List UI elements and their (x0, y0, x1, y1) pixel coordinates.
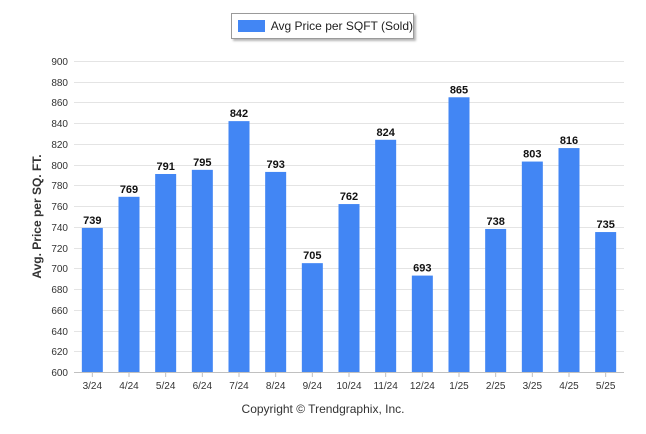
bar (265, 171, 287, 372)
data-label: 842 (230, 108, 248, 120)
data-label: 824 (376, 127, 395, 139)
data-label: 791 (156, 161, 174, 173)
y-tick-label: 680 (51, 285, 68, 296)
y-tick-label: 620 (51, 347, 68, 358)
y-tick-label: 800 (51, 161, 68, 172)
x-tick-label: 4/24 (119, 381, 139, 392)
data-label: 735 (596, 219, 614, 231)
y-tick-label: 740 (51, 223, 68, 234)
x-tick-label: 1/25 (449, 381, 469, 392)
bar (81, 227, 103, 372)
y-tick-label: 780 (51, 181, 68, 192)
y-tick-label: 720 (51, 244, 68, 255)
x-tick-label: 5/25 (596, 381, 616, 392)
y-axis-title: Avg. Price per SQ. FT. (30, 154, 44, 278)
x-tick-label: 2/25 (486, 381, 506, 392)
bar (485, 228, 507, 372)
bar (228, 121, 250, 372)
x-tick-label: 7/24 (229, 381, 249, 392)
bar (118, 196, 140, 372)
bar (558, 148, 580, 372)
bar (338, 204, 360, 372)
copyright-text: Copyright © Trendgraphix, Inc. (241, 402, 405, 416)
data-label: 816 (560, 135, 578, 147)
y-tick-label: 600 (51, 368, 68, 379)
data-label: 705 (303, 250, 321, 262)
y-tick-label: 840 (51, 119, 68, 130)
bar (301, 263, 323, 372)
bar (375, 139, 397, 372)
bar (155, 173, 177, 372)
x-tick-label: 8/24 (266, 381, 286, 392)
x-tick-label: 12/24 (410, 381, 435, 392)
data-label: 769 (120, 184, 138, 196)
legend-label: Avg Price per SQFT (Sold) (270, 19, 413, 33)
bar (595, 232, 617, 372)
bar (191, 169, 213, 372)
y-tick-label: 640 (51, 327, 68, 338)
data-label: 739 (83, 215, 101, 227)
y-tick-label: 760 (51, 202, 68, 213)
legend-swatch (238, 20, 265, 32)
x-tick-label: 4/25 (559, 381, 579, 392)
chart-legend: Avg Price per SQFT (Sold) (231, 13, 414, 39)
x-tick-label: 3/25 (523, 381, 543, 392)
y-tick-label: 860 (51, 98, 68, 109)
data-label: 793 (266, 159, 284, 171)
x-tick-label: 10/24 (336, 381, 361, 392)
data-label: 795 (193, 157, 211, 169)
y-tick-label: 900 (51, 57, 68, 68)
y-tick-label: 700 (51, 264, 68, 275)
x-tick-label: 11/24 (374, 381, 399, 392)
data-label: 762 (340, 191, 358, 203)
bar (521, 161, 543, 372)
y-tick-label: 880 (51, 78, 68, 89)
data-label: 738 (486, 216, 504, 228)
x-tick-label: 5/24 (156, 381, 176, 392)
data-label: 803 (523, 149, 541, 161)
data-label: 693 (413, 263, 431, 275)
bar (448, 97, 470, 373)
y-tick-label: 820 (51, 140, 68, 151)
x-tick-label: 9/24 (303, 381, 323, 392)
x-tick-label: 3/24 (83, 381, 103, 392)
y-tick-label: 660 (51, 306, 68, 317)
x-tick-label: 6/24 (193, 381, 213, 392)
bar (411, 275, 433, 372)
data-label: 865 (450, 84, 468, 96)
